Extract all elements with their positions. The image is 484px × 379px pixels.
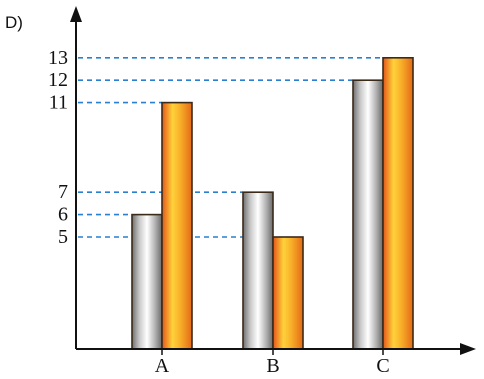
bars-group [131, 56, 414, 350]
guide-lines [78, 56, 383, 238]
y-tick-label: 12 [48, 69, 68, 91]
bar-C-series-2 [382, 56, 414, 350]
y-axis-arrow [70, 6, 82, 22]
y-tick-label: 5 [58, 226, 68, 248]
bar-A-series-1 [131, 213, 163, 350]
chart-label: D) [5, 13, 23, 32]
axes [70, 6, 476, 355]
x-category-label: A [155, 355, 170, 377]
x-category-label: B [266, 355, 279, 377]
bar-A-series-2 [161, 101, 193, 350]
bar-C-series-1 [352, 79, 384, 350]
y-tick-label: 7 [58, 181, 68, 203]
y-tick-label: 11 [49, 92, 68, 114]
bar-B-series-2 [272, 236, 304, 350]
y-tick-label: 13 [48, 47, 68, 69]
bar-B-series-1 [242, 191, 274, 350]
x-category-label: C [376, 355, 389, 377]
y-tick-label: 6 [58, 204, 68, 226]
x-axis-arrow [460, 343, 476, 355]
x-category-labels: A B C [155, 349, 390, 377]
